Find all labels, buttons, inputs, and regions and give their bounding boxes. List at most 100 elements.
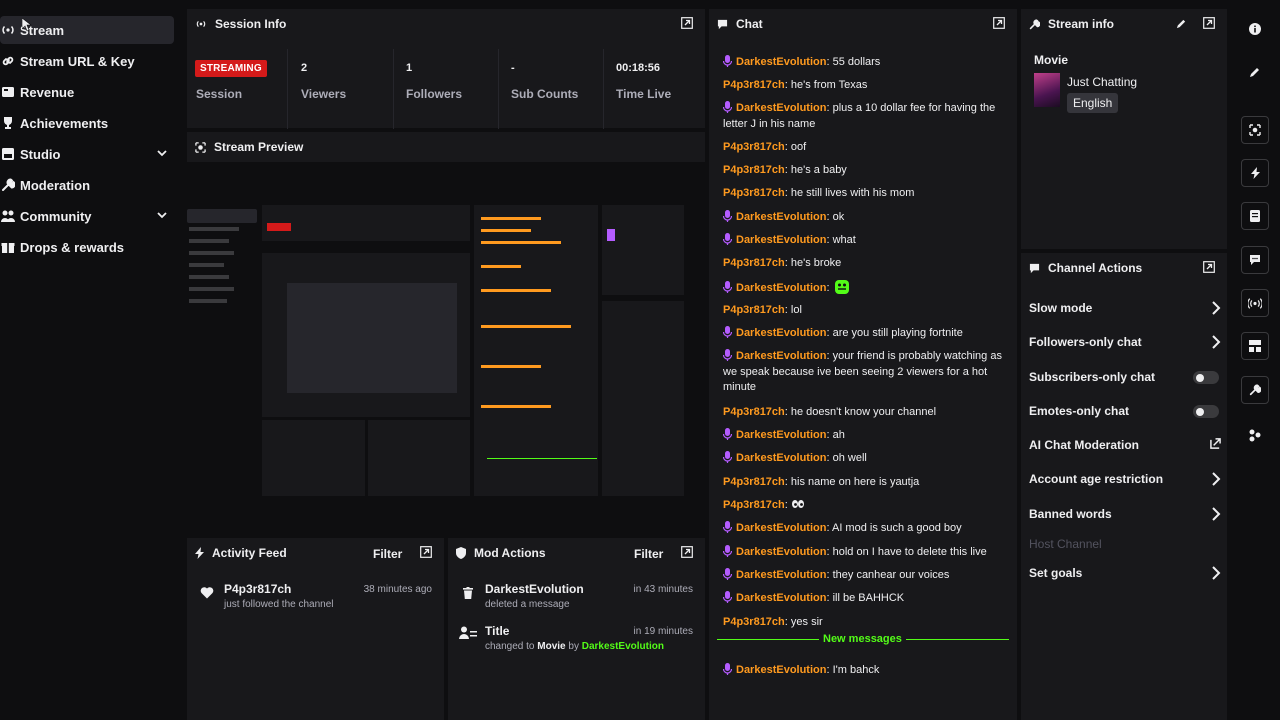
chat-message[interactable]: DarkestEvolution: your friend is probabl… (723, 349, 1003, 396)
sidebar-item-moderation[interactable]: Moderation (0, 171, 174, 199)
layout-icon[interactable] (1241, 332, 1269, 360)
broadcast-icon[interactable] (1241, 289, 1269, 317)
chat-username[interactable]: DarkestEvolution (736, 282, 827, 294)
emotes-only-toggle[interactable] (1193, 405, 1219, 418)
action-followers-only-chat[interactable]: Followers-only chat (1029, 332, 1221, 352)
popout-icon[interactable] (681, 546, 693, 561)
wrench-icon[interactable] (1241, 376, 1269, 404)
chat-message[interactable]: P4p3r817ch: oof (723, 140, 1003, 156)
popout-icon[interactable] (1203, 17, 1215, 32)
chat-message[interactable]: DarkestEvolution: 55 dollars (723, 55, 1003, 71)
sidebar-item-community[interactable]: Community (0, 202, 174, 230)
stream-title: Movie (1034, 53, 1069, 67)
chat-message[interactable]: DarkestEvolution: they canhear our voice… (723, 568, 1003, 584)
chat-username[interactable]: P4p3r817ch (723, 616, 785, 628)
community-dots-icon[interactable] (1241, 421, 1269, 449)
subscribers-only-toggle[interactable] (1193, 371, 1219, 384)
filter-button[interactable]: Filter (634, 547, 664, 561)
chat-username[interactable]: P4p3r817ch (723, 499, 785, 511)
popout-icon[interactable] (993, 17, 1005, 32)
chat-username[interactable]: DarkestEvolution (736, 664, 827, 676)
chat-username[interactable]: DarkestEvolution (736, 452, 827, 464)
preview-toggle-icon[interactable] (1241, 116, 1269, 144)
chat-message[interactable]: DarkestEvolution: AI mod is such a good … (723, 521, 1003, 537)
sidebar-item-studio[interactable]: Studio (0, 140, 174, 168)
document-icon[interactable] (1241, 202, 1269, 230)
action-banned-words[interactable]: Banned words (1029, 504, 1221, 524)
chat-message[interactable]: DarkestEvolution: oh well (723, 451, 1003, 467)
chat-separator: : (784, 79, 791, 91)
sidebar-item-stream-url-key[interactable]: Stream URL & Key (0, 47, 174, 75)
chevron-down-icon[interactable] (156, 209, 168, 224)
popout-icon[interactable] (681, 17, 693, 32)
chat-username[interactable]: DarkestEvolution (736, 234, 827, 246)
filter-button[interactable]: Filter (373, 547, 403, 561)
sidebar-item-achievements[interactable]: Achievements (0, 109, 174, 137)
broadcast-icon (195, 19, 207, 29)
edit-pencil-icon[interactable] (1241, 58, 1269, 86)
sidebar-item-drops-rewards[interactable]: Drops & rewards (0, 233, 174, 261)
chat-message[interactable]: P4p3r817ch: (723, 498, 1003, 514)
language-tag[interactable]: English (1067, 93, 1119, 113)
chat-message[interactable]: DarkestEvolution: what (723, 233, 1003, 249)
preview-video[interactable] (187, 205, 705, 496)
edit-pencil-icon[interactable] (1176, 17, 1187, 32)
chat-username[interactable]: P4p3r817ch (723, 79, 785, 91)
category-thumbnail[interactable] (1034, 73, 1060, 107)
popout-icon[interactable] (420, 546, 432, 561)
chat-message[interactable]: DarkestEvolution: I'm bahck (723, 663, 1003, 679)
popout-icon[interactable] (1203, 261, 1215, 276)
chevron-down-icon[interactable] (156, 147, 168, 162)
mod-action-title[interactable]: DarkestEvolution (485, 582, 584, 596)
category-name[interactable]: Just Chatting (1067, 75, 1138, 89)
sidebar-item-revenue[interactable]: Revenue (0, 78, 174, 106)
chat-username[interactable]: P4p3r817ch (723, 187, 785, 199)
chat-bubble-icon[interactable] (1241, 246, 1269, 274)
mod-username[interactable]: DarkestEvolution (581, 641, 664, 652)
chat-username[interactable]: P4p3r817ch (723, 476, 785, 488)
info-icon[interactable] (1241, 15, 1269, 43)
chat-username[interactable]: DarkestEvolution (736, 522, 827, 534)
chat-message[interactable]: P4p3r817ch: he's a baby (723, 163, 1003, 179)
chat-message[interactable]: DarkestEvolution: ill be BAHHCK (723, 591, 1003, 607)
chat-username[interactable]: DarkestEvolution (736, 102, 827, 114)
chat-username[interactable]: DarkestEvolution (736, 546, 827, 558)
desc-by: by (565, 641, 582, 652)
chat-username[interactable]: P4p3r817ch (723, 406, 785, 418)
chat-message[interactable]: DarkestEvolution: ah (723, 428, 1003, 444)
action-ai-chat-moderation[interactable]: AI Chat Moderation (1029, 435, 1221, 455)
chat-message[interactable]: P4p3r817ch: he still lives with his mom (723, 186, 1003, 202)
chat-username[interactable]: DarkestEvolution (736, 350, 827, 362)
action-account-age-restriction[interactable]: Account age restriction (1029, 469, 1221, 489)
chat-text: they canhear our voices (832, 569, 950, 581)
chat-message[interactable]: P4p3r817ch: he doesn't know your channel (723, 405, 1003, 421)
chat-username[interactable]: DarkestEvolution (736, 429, 827, 441)
chat-username[interactable]: DarkestEvolution (736, 327, 827, 339)
lightning-icon[interactable] (1241, 159, 1269, 187)
action-set-goals[interactable]: Set goals (1029, 563, 1221, 583)
chat-message[interactable]: P4p3r817ch: yes sir (723, 615, 1003, 631)
chat-username[interactable]: P4p3r817ch (723, 164, 785, 176)
action-slow-mode[interactable]: Slow mode (1029, 298, 1221, 318)
chat-message[interactable]: DarkestEvolution: plus a 10 dollar fee f… (723, 101, 1003, 132)
activity-user[interactable]: P4p3r817ch (224, 582, 292, 596)
chat-username[interactable]: DarkestEvolution (736, 592, 827, 604)
chat-username[interactable]: P4p3r817ch (723, 257, 785, 269)
chat-message[interactable]: DarkestEvolution: ok (723, 210, 1003, 226)
chat-username[interactable]: DarkestEvolution (736, 569, 827, 581)
microphone-badge-icon (723, 101, 732, 113)
chat-username[interactable]: DarkestEvolution (736, 211, 827, 223)
action-subscribers-only-chat: Subscribers-only chat (1029, 367, 1221, 387)
chat-separator: : (826, 429, 833, 441)
chat-message[interactable]: P4p3r817ch: he's from Texas (723, 78, 1003, 94)
chat-message[interactable]: DarkestEvolution: (723, 279, 1003, 297)
chat-text: yes sir (790, 616, 823, 628)
chat-message[interactable]: DarkestEvolution: hold on I have to dele… (723, 545, 1003, 561)
chat-message[interactable]: P4p3r817ch: he's broke (723, 256, 1003, 272)
chat-username[interactable]: DarkestEvolution (736, 56, 827, 68)
chat-username[interactable]: P4p3r817ch (723, 141, 785, 153)
chat-username[interactable]: P4p3r817ch (723, 304, 785, 316)
chat-message[interactable]: P4p3r817ch: lol (723, 303, 1003, 319)
chat-message[interactable]: P4p3r817ch: his name on here is yautja (723, 475, 1003, 491)
chat-message[interactable]: DarkestEvolution: are you still playing … (723, 326, 1003, 342)
